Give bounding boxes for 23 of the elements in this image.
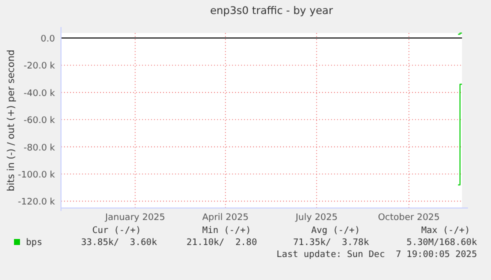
y-tick-label: -20.0 k [24,62,56,72]
text: Cur (-/+) [92,226,141,236]
text: Min (-/+) [202,226,251,236]
y-tick-label: -40.0 k [24,88,56,99]
text: Max (-/+) [421,226,470,236]
text: 21.10k/ 2.80 [186,238,257,248]
y-tick-label: -80.0 k [24,143,56,154]
y-tick-label: -120.0 k [18,198,56,208]
x-tick-label: July 2025 [294,213,338,223]
text: 71.35k/ 3.78k [293,238,370,248]
x-tick-label: October 2025 [378,213,440,223]
text: Avg (-/+) [311,226,360,236]
y-tick-label: -60.0 k [24,116,56,126]
y-tick-label: -100.0 k [18,170,56,181]
y-axis-title: bits in (-) / out (+) per second [6,50,17,192]
chart-title: enp3s0 traffic - by year [210,5,334,17]
y-tick-label: 0.0 [40,34,56,45]
text: Last update: Sun Dec 7 19:00:05 2025 [276,250,477,260]
legend-label: bps [26,238,42,248]
text: 5.30M/168.60k [406,238,478,248]
x-tick-label: January 2025 [104,213,166,223]
text: 33.85k/ 3.60k [81,238,158,248]
x-tick-label: April 2025 [202,213,249,223]
